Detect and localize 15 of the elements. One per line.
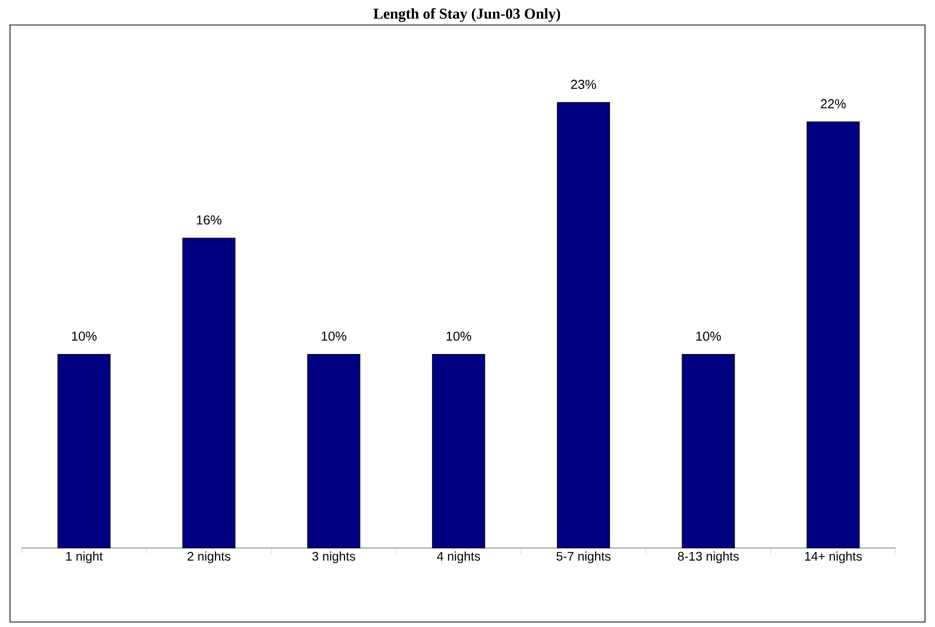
x-tick-label: 1 night [66, 552, 103, 564]
data-label: 10% [72, 332, 97, 341]
data-label: 16% [196, 215, 222, 225]
chart-title: Length of Stay (Jun-03 Only) [373, 8, 560, 22]
x-tick-label: 2 nights [188, 552, 230, 564]
x-tick-label: 8-13 nights [678, 552, 739, 564]
x-tick-label: 4 nights [436, 552, 480, 564]
data-label: 10% [322, 332, 346, 341]
data-label: 10% [446, 332, 472, 341]
data-label: 23% [571, 80, 596, 89]
x-tick-label: 14+ nights [805, 552, 862, 564]
data-label: 10% [696, 332, 721, 341]
x-tick-label: 5-7 nights [556, 552, 610, 564]
data-label: 22% [820, 99, 846, 108]
x-tick-label: 3 nights [312, 552, 356, 564]
